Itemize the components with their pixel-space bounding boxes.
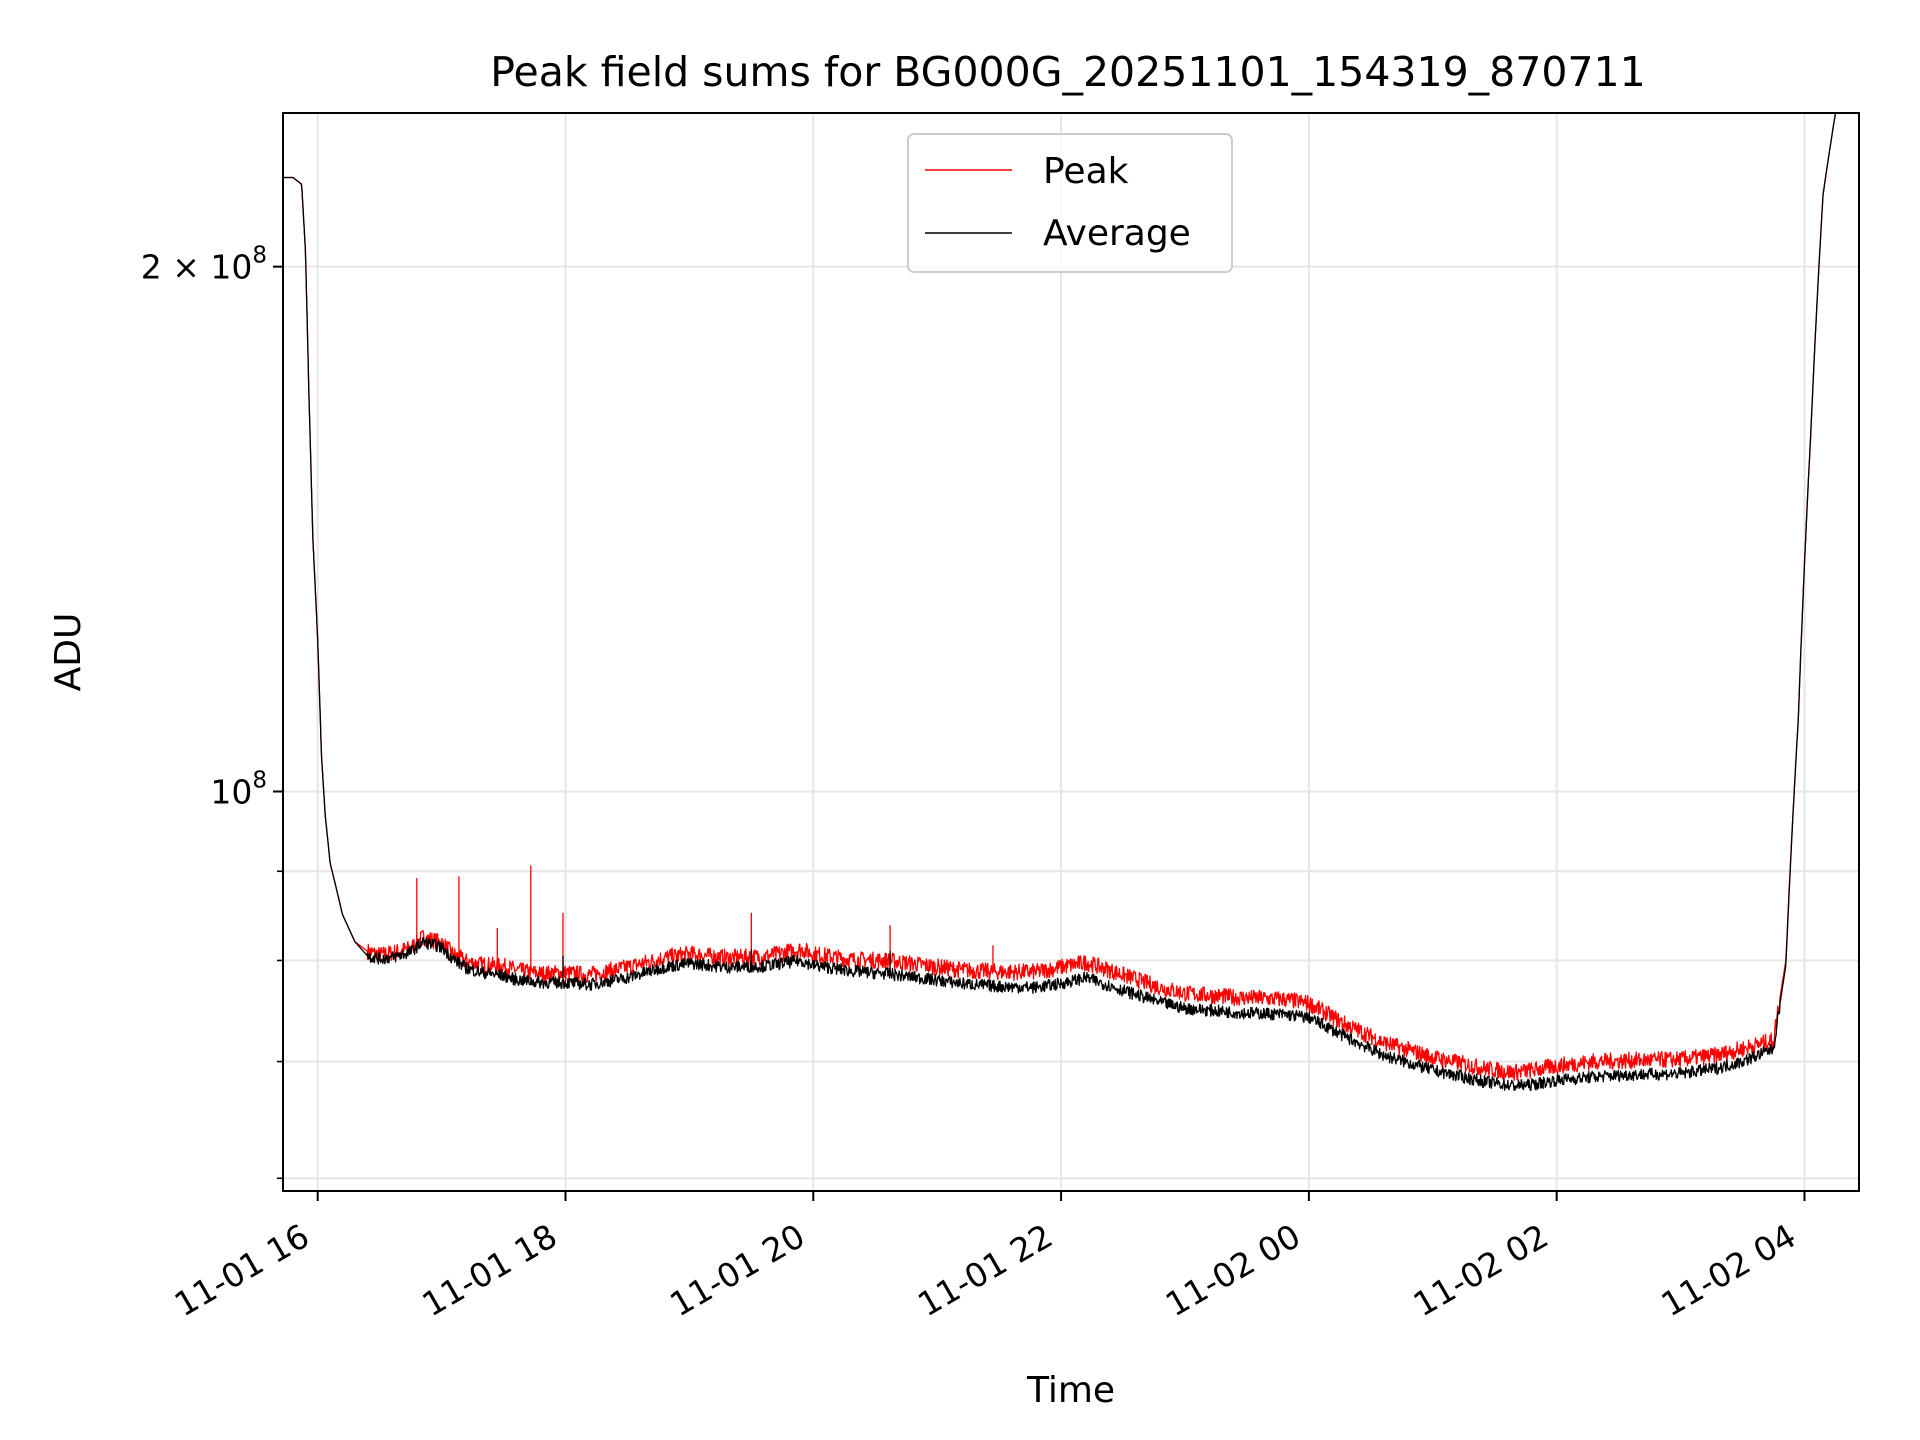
grid bbox=[283, 113, 1859, 1191]
x-tick-label: 11-01 22 bbox=[911, 1216, 1059, 1324]
y-axis-label: ADU bbox=[48, 613, 89, 692]
x-tick-label: 11-02 02 bbox=[1407, 1216, 1555, 1324]
y-tick-label: 2 × 108 bbox=[141, 243, 267, 287]
series-average-line bbox=[282, 112, 1842, 1092]
legend-peak-label: Peak bbox=[1043, 151, 1129, 192]
x-tick-label: 11-01 20 bbox=[663, 1216, 811, 1324]
y-tick-label: 108 bbox=[210, 767, 267, 811]
series-peak-line bbox=[282, 112, 1842, 1082]
plot-series bbox=[282, 112, 1842, 1092]
x-tick-label: 11-02 00 bbox=[1159, 1216, 1307, 1324]
legend: Peak Average bbox=[907, 133, 1233, 273]
x-tick-label: 11-02 04 bbox=[1654, 1216, 1802, 1324]
x-tick-label: 11-01 18 bbox=[415, 1216, 563, 1324]
x-tick-label: 11-01 16 bbox=[168, 1216, 316, 1324]
x-axis-ticks: 11-01 16 11-01 18 11-01 20 11-01 22 11-02 00… bbox=[168, 1191, 1806, 1324]
plot-frame bbox=[282, 112, 1860, 1192]
legend-average-label: Average bbox=[1043, 213, 1191, 254]
y-axis-ticks: 108 2 × 108 bbox=[141, 243, 283, 1180]
legend-box bbox=[907, 133, 1233, 273]
chart-title: Peak field sums for BG000G_20251101_1543… bbox=[490, 48, 1645, 96]
x-axis-label: Time bbox=[1026, 1370, 1115, 1411]
